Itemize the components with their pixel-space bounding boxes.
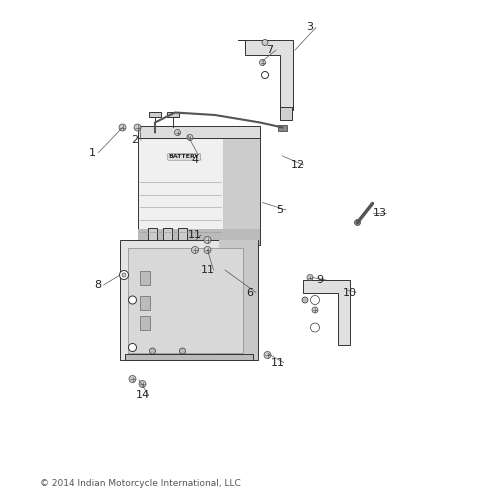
Bar (149, 112, 161, 116)
Circle shape (302, 297, 308, 303)
Text: 4: 4 (192, 155, 198, 165)
Circle shape (307, 274, 313, 280)
Circle shape (187, 134, 193, 140)
Bar (148, 228, 156, 240)
Bar (162, 228, 172, 240)
Bar (223, 138, 260, 245)
Text: © 2014 Indian Motorcycle International, LLC: © 2014 Indian Motorcycle International, … (40, 478, 241, 488)
Polygon shape (302, 280, 350, 345)
Text: 6: 6 (246, 288, 254, 298)
Text: 11: 11 (270, 358, 284, 368)
Bar (138, 126, 260, 138)
Text: 12: 12 (290, 160, 304, 170)
Text: 13: 13 (373, 208, 387, 218)
Circle shape (310, 296, 320, 304)
Bar (140, 271, 150, 285)
Bar (166, 112, 178, 116)
Text: 10: 10 (343, 288, 357, 298)
Text: 7: 7 (266, 45, 274, 55)
Bar (120, 240, 258, 360)
Circle shape (120, 270, 128, 280)
Text: 11: 11 (188, 230, 202, 240)
Text: 2: 2 (132, 135, 138, 145)
Circle shape (262, 40, 268, 46)
Bar (140, 316, 150, 330)
Circle shape (204, 246, 211, 254)
Text: 3: 3 (306, 22, 314, 32)
Polygon shape (238, 40, 292, 110)
Bar (219, 240, 258, 360)
Circle shape (180, 348, 186, 354)
Circle shape (192, 246, 198, 254)
Circle shape (310, 323, 320, 332)
Text: 14: 14 (136, 390, 149, 400)
Bar (128, 248, 242, 352)
Bar (178, 228, 186, 240)
Circle shape (119, 124, 126, 131)
Text: BATTERY: BATTERY (168, 154, 200, 160)
Text: 11: 11 (200, 265, 214, 275)
Circle shape (150, 348, 156, 354)
Text: 9: 9 (316, 275, 324, 285)
Circle shape (139, 380, 146, 388)
Bar (125, 354, 252, 360)
Bar (138, 138, 260, 245)
Circle shape (264, 352, 271, 358)
Text: 5: 5 (276, 205, 283, 215)
Circle shape (129, 376, 136, 382)
Bar (140, 296, 150, 310)
Circle shape (174, 130, 180, 136)
Bar (278, 125, 286, 131)
Circle shape (354, 220, 360, 226)
Bar (138, 229, 260, 245)
Circle shape (128, 296, 136, 304)
Circle shape (262, 72, 268, 78)
Circle shape (122, 273, 126, 277)
Circle shape (204, 236, 211, 244)
Circle shape (134, 124, 141, 131)
Text: 8: 8 (94, 280, 101, 290)
Bar (280, 108, 292, 120)
Circle shape (312, 307, 318, 313)
Text: 1: 1 (89, 148, 96, 158)
Circle shape (260, 60, 266, 66)
Circle shape (128, 344, 136, 351)
